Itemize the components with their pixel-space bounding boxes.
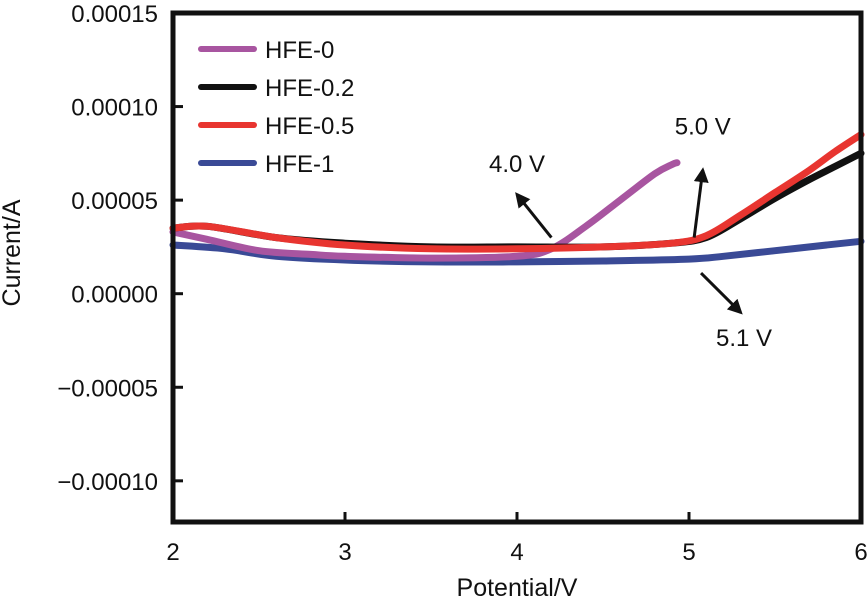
x-tick-label: 4 (510, 539, 523, 566)
y-tick-label: 0.00005 (71, 188, 158, 215)
y-tick-label: −0.00005 (57, 375, 158, 402)
legend-label: HFE-0.2 (265, 75, 354, 102)
x-tick-label: 3 (338, 539, 351, 566)
annotation-arrow-5-0-v (692, 167, 709, 238)
y-axis: 0.00015 0.00010 0.00005 0.00000 −0.00005 −0.0… (57, 1, 183, 496)
legend-label: HFE-0.5 (265, 113, 354, 140)
legend-label: HFE-1 (265, 151, 334, 178)
x-tick-label: 2 (166, 539, 179, 566)
annotation-arrow-4-0-v (515, 192, 553, 239)
series-line-hfe-0 (169, 159, 681, 262)
y-tick-label: 0.00015 (71, 1, 158, 28)
y-tick-label: −0.00010 (57, 469, 158, 496)
y-axis-label: Current/A (0, 199, 26, 306)
series-line-hfe-1 (169, 237, 865, 266)
legend-label: HFE-0 (265, 37, 334, 64)
series-line-hfe-0-5 (169, 131, 865, 253)
annotation-label-5-1-v: 5.1 V (716, 325, 772, 352)
annotation-label-5-0-v: 5.0 V (675, 114, 731, 141)
annotation-arrow-5-1-v (699, 272, 743, 315)
y-tick-label: 0.00000 (71, 282, 158, 309)
x-tick-label: 5 (682, 539, 695, 566)
x-axis-label: Potential/V (457, 574, 578, 601)
x-tick-label: 6 (854, 539, 867, 566)
series-layer (169, 131, 865, 266)
legend: HFE-0 HFE-0.2 HFE-0.5 HFE-1 (198, 37, 354, 178)
y-tick-label: 0.00010 (71, 95, 158, 122)
x-axis: 2 3 4 5 6 (166, 512, 868, 566)
annotation-label-4-0-v: 4.0 V (489, 151, 545, 178)
annotation-layer: 4.0 V 5.0 V 5.1 V (489, 114, 772, 352)
